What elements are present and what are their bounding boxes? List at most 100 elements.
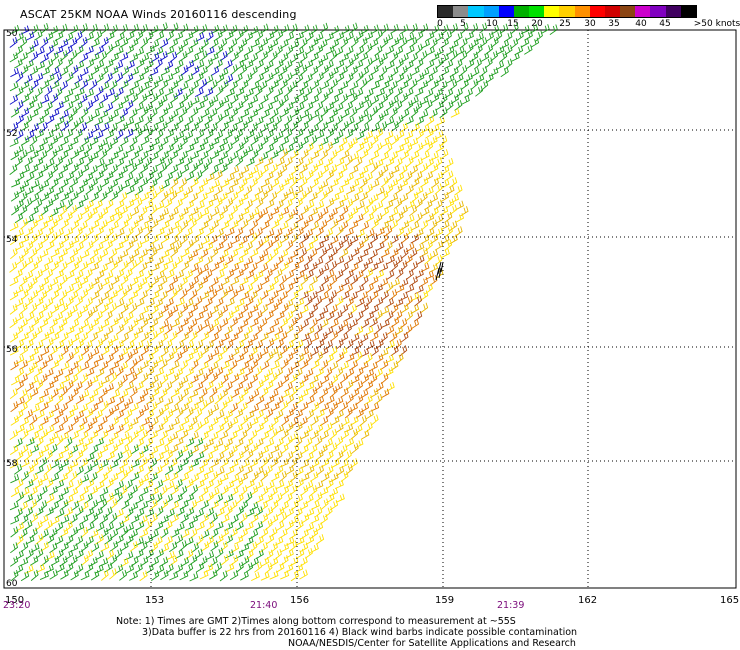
wind-barb — [189, 218, 197, 230]
wind-barb — [475, 32, 484, 42]
wind-barb — [159, 38, 169, 49]
wind-barb — [39, 303, 48, 314]
wind-barb — [354, 339, 363, 350]
wind-barb — [240, 332, 249, 343]
wind-barb — [215, 211, 225, 223]
wind-barb — [419, 95, 429, 106]
wind-barb — [229, 500, 238, 511]
wind-barb — [109, 333, 119, 344]
wind-barb — [60, 499, 69, 510]
wind-barb — [406, 199, 415, 210]
wind-barb — [285, 465, 295, 475]
wind-barb — [254, 156, 264, 167]
wind-barb — [45, 337, 54, 349]
wind-barb — [74, 325, 84, 336]
wind-barb — [34, 157, 44, 167]
wind-barb — [40, 346, 50, 357]
wind-barb — [300, 430, 310, 440]
wind-barb — [225, 297, 235, 308]
wind-barb — [169, 346, 178, 358]
wind-barb — [111, 275, 120, 286]
wind-barb — [371, 122, 381, 133]
wind-barb — [25, 31, 35, 41]
wind-barb — [345, 72, 354, 84]
wind-barb — [195, 60, 205, 70]
wind-barb — [64, 88, 74, 98]
wind-barb — [170, 135, 179, 147]
wind-barb — [140, 37, 149, 49]
wind-barb — [185, 437, 195, 448]
wind-barb — [249, 458, 259, 468]
wind-barb — [260, 513, 269, 525]
wind-barb — [219, 192, 228, 203]
wind-barb — [425, 157, 434, 169]
wind-barb — [69, 50, 78, 62]
wind-barb — [99, 498, 108, 511]
wind-barb — [94, 564, 104, 574]
wind-barb — [364, 325, 374, 336]
wind-barb — [10, 360, 19, 371]
wind-barb — [134, 326, 144, 336]
wind-barb — [115, 114, 125, 125]
wind-barb — [305, 142, 314, 154]
wind-barb — [130, 67, 140, 77]
wind-barb — [205, 58, 214, 70]
wind-barb — [151, 137, 160, 147]
wind-barb — [125, 506, 134, 518]
wind-barb — [59, 163, 69, 174]
wind-barb — [419, 163, 429, 174]
wind-barb — [315, 58, 324, 70]
wind-barb — [454, 58, 463, 71]
wind-barb — [180, 416, 190, 426]
wind-barb — [154, 423, 164, 433]
wind-barb — [109, 512, 118, 524]
wind-barb — [305, 269, 314, 280]
wind-barb — [421, 39, 430, 49]
wind-barb — [450, 108, 460, 118]
wind-barb — [51, 289, 60, 301]
wind-barb — [310, 303, 319, 315]
wind-barb — [309, 191, 318, 202]
wind-barb — [414, 295, 423, 307]
wind-barb — [309, 261, 318, 272]
wind-barb — [279, 39, 289, 49]
wind-barb — [60, 95, 70, 105]
wind-barb — [124, 73, 134, 84]
wind-barb — [214, 58, 223, 70]
wind-barb — [411, 177, 420, 188]
wind-barb — [9, 52, 19, 63]
wind-barb — [225, 197, 234, 209]
wind-barb — [385, 297, 394, 308]
wind-barb — [369, 204, 377, 217]
wind-barb — [94, 353, 104, 363]
wind-barb — [345, 141, 354, 153]
wind-barb — [360, 429, 370, 440]
wind-barb — [24, 197, 33, 209]
wind-barb — [65, 296, 74, 308]
wind-barb — [375, 169, 384, 181]
wind-barb — [395, 226, 405, 238]
wind-barb — [155, 213, 165, 223]
wind-barb — [139, 500, 149, 511]
wind-barb — [219, 137, 229, 148]
wind-barb — [295, 324, 303, 336]
wind-barb — [94, 396, 104, 406]
wind-barb — [99, 109, 109, 119]
wind-barb — [239, 276, 249, 286]
wind-barb — [25, 324, 35, 336]
wind-barb — [250, 388, 260, 400]
wind-barb — [289, 346, 299, 357]
wind-barb — [410, 304, 420, 315]
wind-barb — [430, 52, 440, 62]
wind-barb — [140, 53, 150, 63]
wind-barb — [280, 261, 289, 272]
wind-barb — [100, 527, 109, 539]
wind-barb — [105, 88, 115, 98]
wind-barb — [320, 92, 329, 104]
wind-barb — [44, 310, 53, 322]
wind-barb — [285, 269, 295, 280]
wind-barb — [260, 303, 269, 315]
wind-barb — [80, 474, 90, 484]
wind-barb — [214, 30, 223, 41]
wind-barb — [129, 501, 139, 512]
